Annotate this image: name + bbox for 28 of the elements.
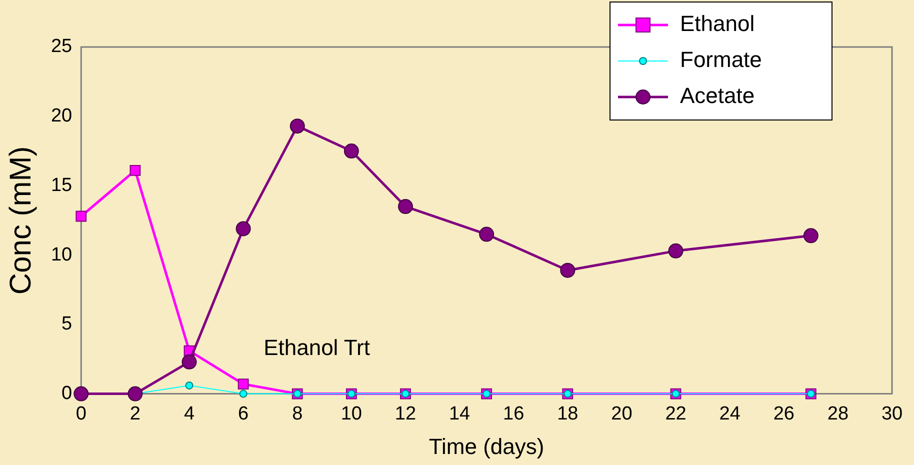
- legend-label: Formate: [680, 47, 762, 72]
- x-tick-label: 18: [557, 403, 578, 424]
- legend-label: Acetate: [680, 83, 755, 108]
- x-tick-label: 2: [130, 403, 140, 424]
- x-tick-label: 0: [76, 403, 86, 424]
- x-tick-label: 4: [184, 403, 195, 424]
- x-tick-label: 8: [292, 403, 303, 424]
- x-tick-label: 14: [448, 403, 471, 424]
- y-axis-title: Conc (mM): [4, 146, 38, 295]
- x-tick-label: 12: [394, 403, 416, 424]
- x-tick-label: 30: [881, 403, 903, 424]
- y-tick-label: 20: [50, 106, 72, 127]
- y-tick-label: 15: [50, 174, 72, 196]
- y-tick-label: 10: [50, 244, 72, 266]
- y-tick-label: 25: [50, 36, 72, 58]
- x-tick-label: 16: [503, 403, 524, 424]
- x-tick-label: 28: [827, 403, 849, 424]
- x-tick-label: 6: [238, 403, 249, 424]
- x-tick-label: 20: [611, 403, 632, 424]
- annotation: Ethanol Trt: [264, 334, 370, 360]
- x-tick-label: 10: [340, 403, 362, 424]
- y-tick-label: 0: [62, 383, 72, 404]
- x-tick-label: 22: [665, 403, 686, 424]
- y-tick-label: 5: [62, 314, 72, 335]
- x-tick-label: 26: [773, 403, 794, 424]
- legend-label: Ethanol: [680, 11, 755, 36]
- x-axis-title: Time (days): [428, 434, 544, 459]
- x-tick-label: 24: [719, 403, 741, 424]
